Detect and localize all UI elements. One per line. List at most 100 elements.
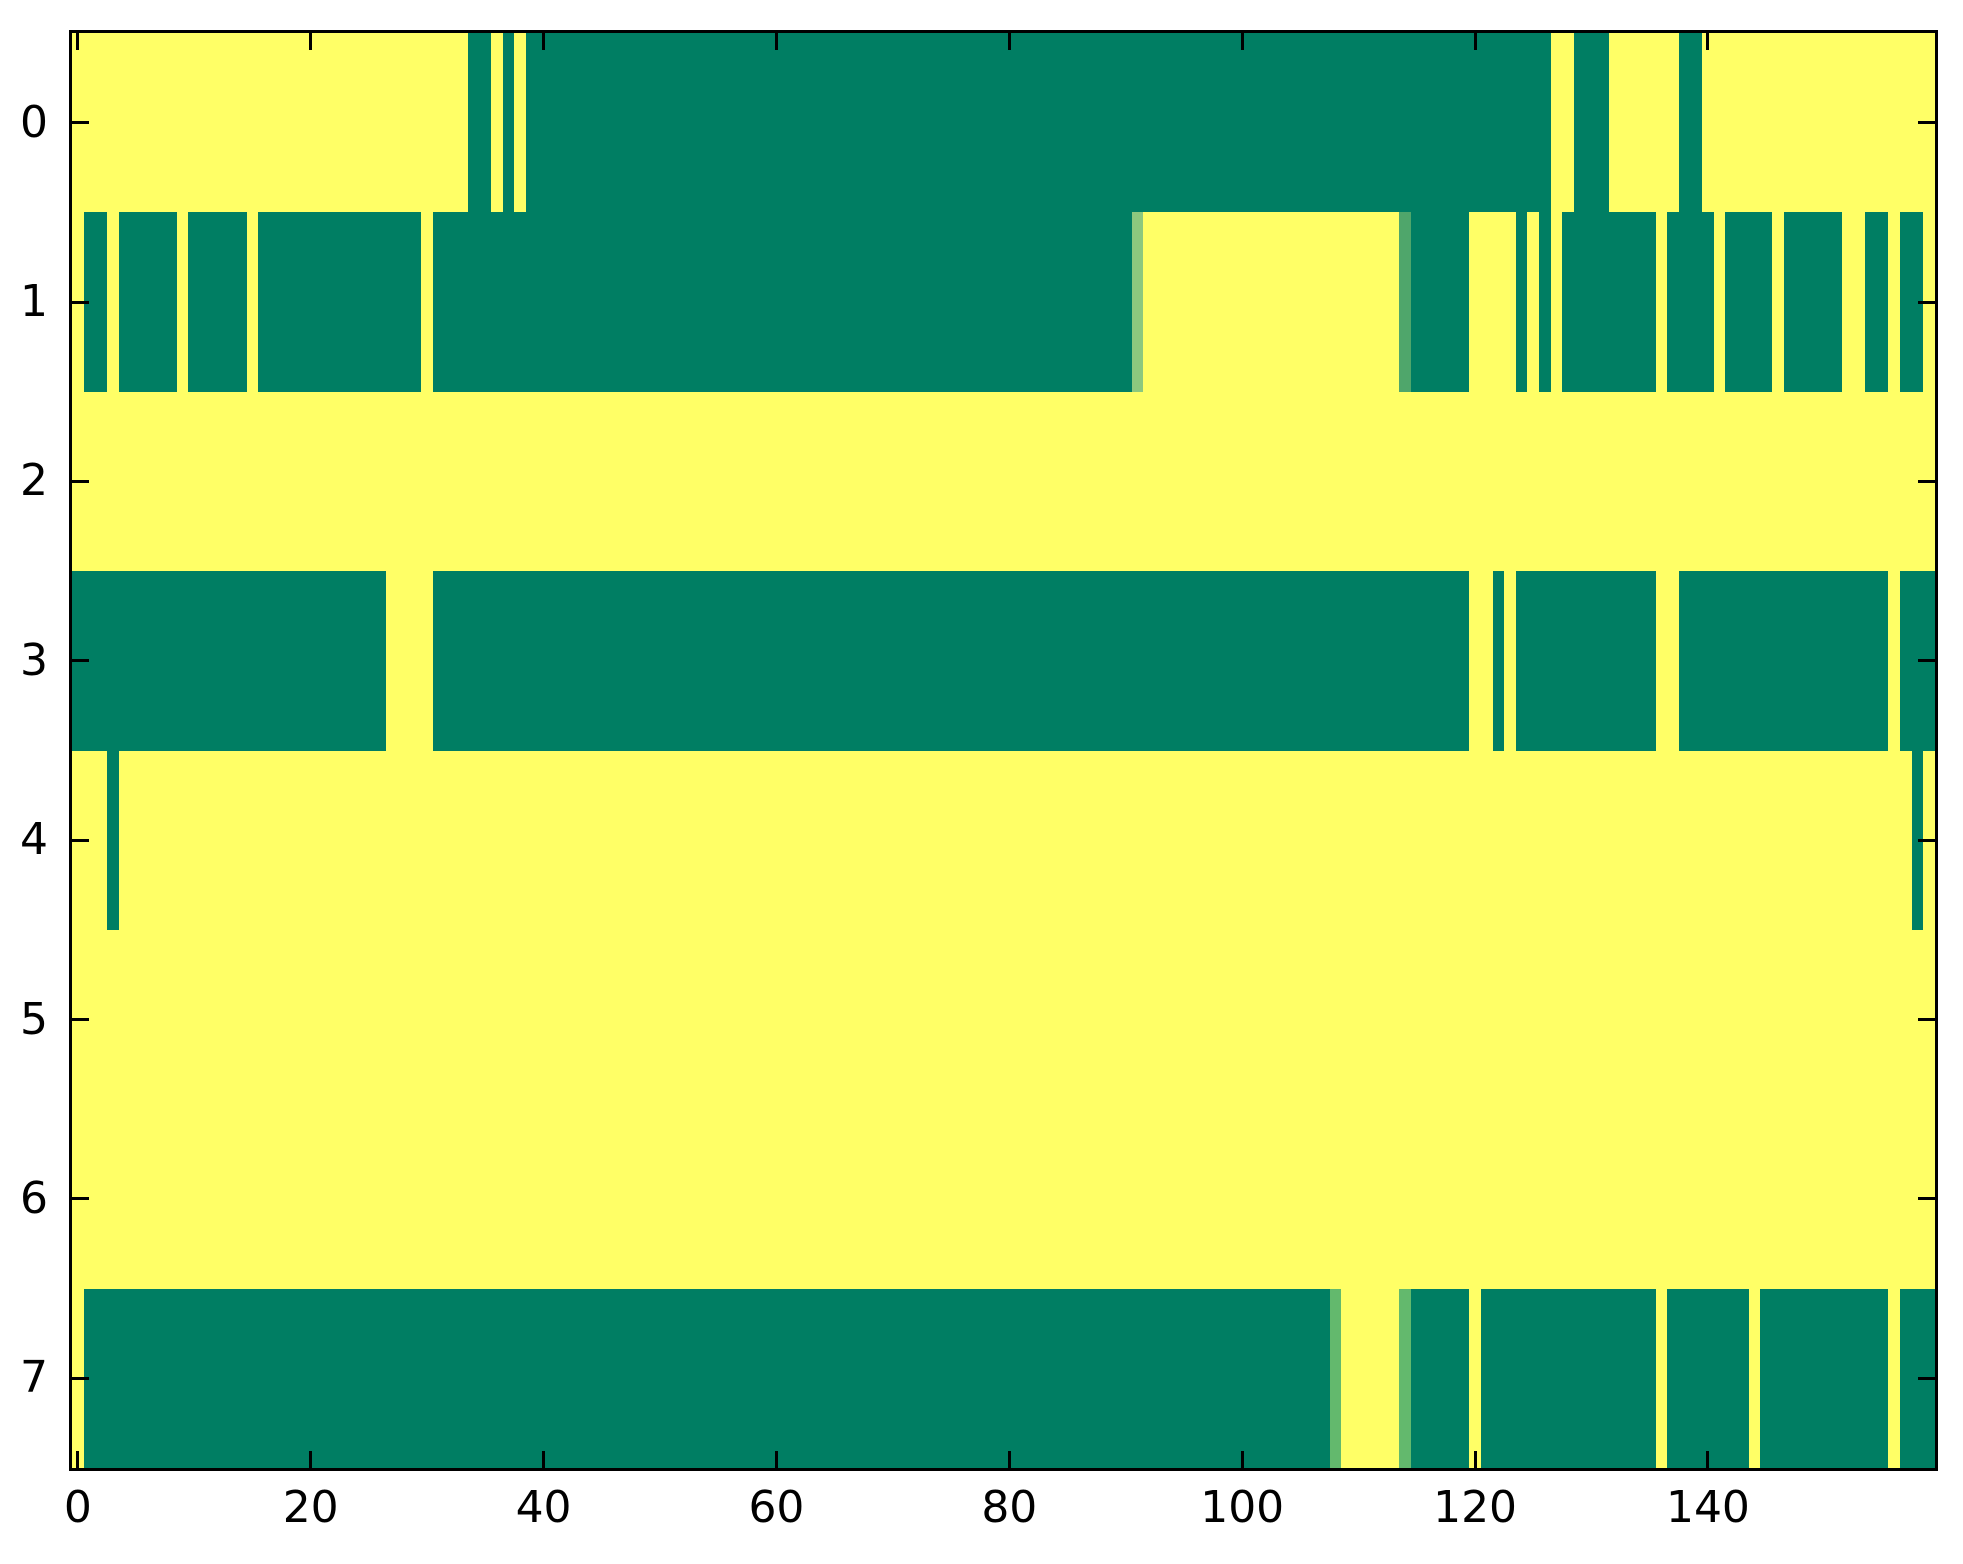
- x-tick-label: 140: [1665, 1482, 1750, 1533]
- x-tick-bottom: [542, 1451, 546, 1468]
- y-tick-left: [72, 659, 89, 663]
- heatmap-cell-segment: [1574, 33, 1609, 213]
- heatmap-cell-segment: [1667, 212, 1714, 392]
- heatmap-cell-segment: [1550, 212, 1563, 392]
- y-tick-right: [1918, 1376, 1935, 1380]
- heatmap-cell-segment: [83, 1288, 1330, 1468]
- y-tick-label: 2: [20, 455, 48, 507]
- heatmap-cell-segment: [386, 571, 433, 751]
- y-tick-left: [72, 1197, 89, 1201]
- heatmap-cell-segment: [72, 571, 387, 751]
- y-tick-label: 3: [20, 634, 48, 686]
- heatmap-cell-segment: [1550, 33, 1575, 213]
- heatmap-cell-segment: [106, 212, 119, 392]
- x-tick-bottom: [1706, 1451, 1710, 1468]
- heatmap-cell-segment: [1480, 1288, 1656, 1468]
- y-tick-left: [72, 1018, 89, 1022]
- heatmap-cell-segment: [1527, 212, 1540, 392]
- heatmap-cell-segment: [1411, 1288, 1470, 1468]
- heatmap-cell-segment: [188, 212, 247, 392]
- heatmap-cell-segment: [1329, 1288, 1342, 1468]
- heatmap-cell-segment: [1411, 212, 1470, 392]
- x-tick-bottom: [309, 1451, 313, 1468]
- x-tick-bottom: [1007, 1451, 1011, 1468]
- heatmap-cell-segment: [1469, 571, 1493, 751]
- y-tick-right: [1918, 1018, 1935, 1022]
- heatmap-cell-segment: [1667, 1288, 1749, 1468]
- y-tick-left: [72, 121, 89, 125]
- x-tick-top: [76, 33, 80, 50]
- heatmap-cell-segment: [1655, 571, 1679, 751]
- x-tick-top: [1007, 33, 1011, 50]
- x-tick-top: [309, 33, 313, 50]
- heatmap-cell-segment: [1888, 571, 1901, 751]
- x-tick-label: 40: [515, 1482, 572, 1533]
- y-tick-right: [1918, 1197, 1935, 1201]
- heatmap-cell-segment: [1504, 571, 1516, 751]
- heatmap-row: [72, 391, 1935, 572]
- x-tick-label: 0: [63, 1482, 92, 1533]
- heatmap-cell-segment: [421, 212, 433, 392]
- heatmap-cell-segment: [1725, 212, 1772, 392]
- y-tick-label: 7: [20, 1352, 48, 1404]
- heatmap-cell-segment: [72, 391, 1935, 572]
- heatmap-row: [72, 212, 1935, 392]
- x-tick-label: 120: [1433, 1482, 1518, 1533]
- y-tick-label: 6: [20, 1172, 48, 1224]
- heatmap-cell-segment: [1888, 212, 1901, 392]
- heatmap-cell-segment: [1399, 212, 1412, 392]
- heatmap-cell-segment: [1515, 571, 1656, 751]
- heatmap-plot-area: [69, 30, 1938, 1471]
- x-tick-bottom: [774, 1451, 778, 1468]
- heatmap-cell-segment: [1608, 33, 1679, 213]
- x-tick-label: 80: [981, 1482, 1038, 1533]
- x-tick-bottom: [1473, 1451, 1477, 1468]
- y-tick-right: [1918, 838, 1935, 842]
- heatmap-cell-segment: [526, 33, 1551, 213]
- x-tick-label: 100: [1200, 1482, 1285, 1533]
- heatmap-cell-segment: [1888, 1288, 1901, 1468]
- heatmap-row: [72, 1109, 1935, 1289]
- heatmap-cell-segment: [1678, 571, 1889, 751]
- heatmap-cell-segment: [1678, 33, 1703, 213]
- heatmap-cell-segment: [1655, 1288, 1668, 1468]
- heatmap-cell-segment: [514, 33, 527, 213]
- heatmap-cell-segment: [491, 33, 503, 213]
- heatmap-cell-segment: [258, 212, 422, 392]
- x-tick-top: [542, 33, 546, 50]
- heatmap-cell-segment: [1702, 33, 1935, 213]
- heatmap-cell-segment: [1143, 212, 1400, 392]
- heatmap-row: [72, 1288, 1935, 1468]
- heatmap-cell-segment: [432, 571, 1470, 751]
- heatmap-cell-segment: [1655, 212, 1668, 392]
- heatmap-cell-segment: [1341, 1288, 1400, 1468]
- heatmap-row: [72, 750, 1935, 930]
- heatmap-cell-segment: [502, 33, 515, 213]
- heatmap-cell-segment: [1469, 1288, 1481, 1468]
- heatmap-cell-segment: [176, 212, 189, 392]
- y-tick-label: 4: [20, 814, 48, 866]
- y-tick-label: 5: [20, 993, 48, 1045]
- heatmap-cell-segment: [1562, 212, 1656, 392]
- y-tick-right: [1918, 121, 1935, 125]
- heatmap-cell-segment: [1399, 1288, 1412, 1468]
- heatmap-cell-segment: [1841, 212, 1866, 392]
- y-tick-left: [72, 300, 89, 304]
- heatmap-row: [72, 571, 1935, 751]
- heatmap-cell-segment: [1515, 212, 1528, 392]
- x-tick-top: [774, 33, 778, 50]
- heatmap-cell-segment: [72, 33, 468, 213]
- heatmap-cell-segment: [1783, 212, 1842, 392]
- y-tick-right: [1918, 659, 1935, 663]
- y-tick-left: [72, 838, 89, 842]
- x-tick-top: [1706, 33, 1710, 50]
- heatmap-cell-segment: [432, 212, 1132, 392]
- heatmap-cell-segment: [246, 212, 259, 392]
- y-tick-left: [72, 479, 89, 483]
- heatmap-cell-segment: [1865, 212, 1889, 392]
- heatmap-cell-segment: [72, 929, 1935, 1110]
- heatmap-cell-segment: [1760, 1288, 1889, 1468]
- x-tick-bottom: [76, 1451, 80, 1468]
- heatmap-cell-segment: [118, 750, 1912, 930]
